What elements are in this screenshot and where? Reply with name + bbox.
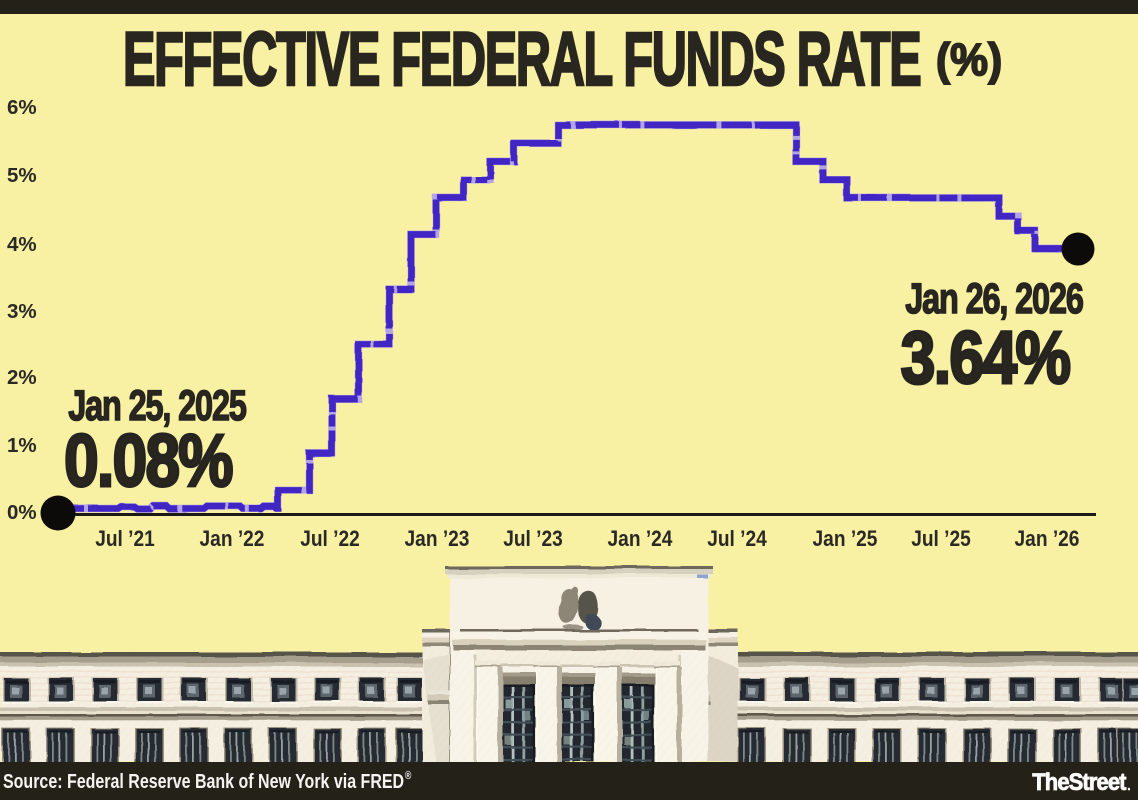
source-credit-text: Source: Federal Reserve Bank of New York…	[3, 770, 405, 793]
rate-line	[46, 121, 1077, 513]
sketch-texture	[0, 650, 1138, 762]
x-axis-label: Jan ’23	[404, 526, 470, 551]
end-annotation-date: Jan 26, 2026	[905, 275, 1085, 323]
start-point-dot	[40, 495, 76, 531]
y-axis-label: 4%	[7, 233, 37, 256]
end-annotation-value: 3.64%	[899, 315, 1072, 399]
y-axis-label: 2%	[7, 366, 37, 389]
x-axis-label: Jul ’25	[911, 526, 971, 551]
start-annotation-value: 0.08%	[63, 418, 235, 502]
y-axis-label: 6%	[7, 96, 37, 119]
x-axis-label: Jan ’22	[199, 526, 265, 551]
brand-logo: TheStreet.	[1032, 768, 1132, 797]
x-axis-label: Jan ’24	[607, 526, 673, 551]
y-axis-label: 1%	[7, 434, 37, 457]
brand-logo-dot: .	[1127, 777, 1132, 793]
y-axis-label: 5%	[7, 164, 37, 187]
brand-logo-text: TheStreet	[1032, 768, 1127, 796]
registered-trademark-symbol: ®	[404, 770, 412, 782]
x-axis-label: Jul ’22	[300, 526, 360, 551]
x-axis-label: Jul ’21	[95, 526, 155, 551]
footer-bar	[0, 762, 1138, 800]
y-axis-label: 0%	[7, 501, 37, 524]
x-axis-label: Jul ’23	[503, 526, 563, 551]
y-axis-label: 3%	[7, 300, 37, 323]
chart-title-unit: (%)	[935, 33, 1003, 85]
start-annotation-date: Jan 25, 2025	[68, 382, 248, 430]
chart-title: EFFECTIVE FEDERAL FUNDS RATE	[122, 16, 922, 102]
x-axis-label: Jul ’24	[707, 526, 767, 551]
top-border-bar	[0, 0, 1138, 14]
eagle-statue	[558, 586, 602, 630]
source-credit: Source: Federal Reserve Bank of New York…	[3, 770, 411, 794]
x-axis-label: Jan ’26	[1014, 526, 1080, 551]
end-point-dot	[1061, 232, 1095, 266]
x-axis-label: Jan ’25	[812, 526, 878, 551]
